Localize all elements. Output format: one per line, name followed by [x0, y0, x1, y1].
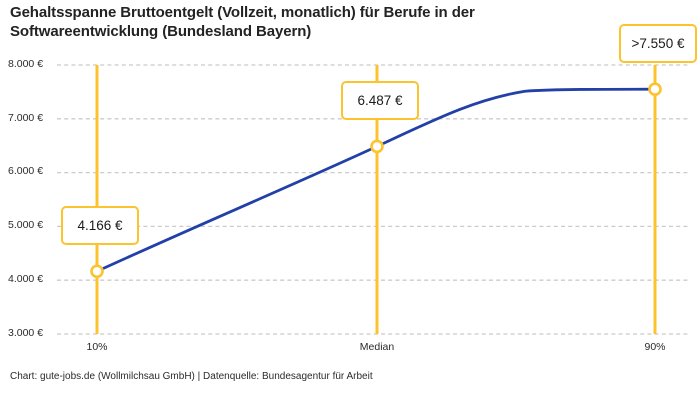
x-axis-tick-label-10p: 10%	[86, 341, 108, 353]
data-point-marker-Median	[370, 139, 384, 154]
salary-curve	[95, 87, 657, 273]
y-axis-tick-label: 4.000 €	[8, 273, 44, 285]
y-axis-tick-label: 5.000 €	[8, 219, 44, 231]
y-axis-tick-label: 8.000 €	[8, 58, 44, 70]
x-axis-tick-label-median: Median	[359, 341, 395, 353]
y-axis-tick-label: 7.000 €	[8, 112, 44, 124]
value-callout-10p: 4.166 €	[61, 206, 139, 245]
page-title-line2: Softwareentwicklung (Bundesland Bayern)	[10, 23, 312, 40]
value-callout-90p: >7.550 €	[619, 24, 697, 63]
x-axis-tick-label-90p: 90%	[644, 341, 666, 353]
data-point-marker-10%	[90, 264, 104, 279]
value-callout-median: 6.487 €	[341, 81, 419, 120]
page-title-line1: Gehaltsspanne Bruttoentgelt (Vollzeit, m…	[10, 4, 475, 21]
chart-source-credit: Chart: gute-jobs.de (Wollmilchsau GmbH) …	[10, 371, 373, 382]
y-axis-tick-label: 6.000 €	[8, 165, 44, 177]
data-point-marker-90%	[648, 82, 662, 97]
y-axis-tick-label: 3.000 €	[8, 327, 44, 339]
page-title: Gehaltsspanne Bruttoentgelt (Vollzeit, m…	[10, 3, 570, 41]
